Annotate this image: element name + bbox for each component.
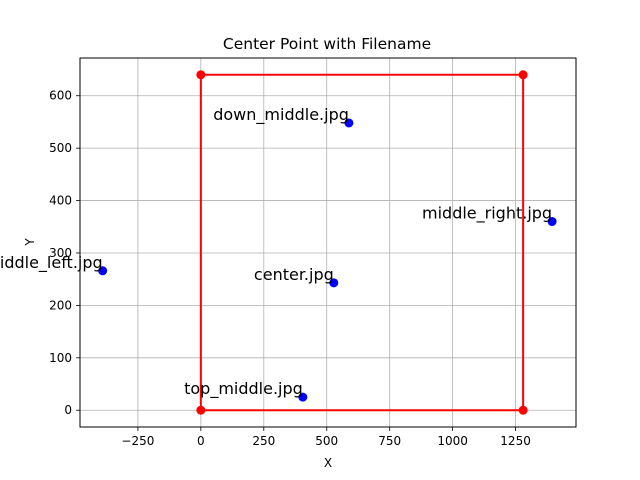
grid bbox=[80, 58, 576, 427]
center-point bbox=[298, 392, 308, 402]
x-tick-label: −250 bbox=[121, 434, 154, 448]
x-tick-label: 500 bbox=[315, 434, 338, 448]
chart-title: Center Point with Filename bbox=[223, 35, 431, 53]
point-label: middle_right.jpg bbox=[422, 204, 552, 224]
y-tick-label: 200 bbox=[49, 298, 72, 312]
y-axis-label: Y bbox=[23, 238, 37, 247]
x-tick-label: 1000 bbox=[437, 434, 468, 448]
center-point bbox=[329, 278, 339, 288]
point-label: center.jpg bbox=[254, 265, 334, 284]
point-label: down_middle.jpg bbox=[213, 105, 349, 125]
center-point bbox=[547, 217, 557, 227]
y-tick-label: 600 bbox=[49, 89, 72, 103]
x-axis-label: X bbox=[324, 456, 332, 470]
rectangle-outline bbox=[199, 73, 525, 412]
y-tick-label: 500 bbox=[49, 141, 72, 155]
x-tick-label: 250 bbox=[252, 434, 275, 448]
y-tick-label: 300 bbox=[49, 246, 72, 260]
center-point bbox=[98, 266, 108, 276]
y-tick-label: 0 bbox=[64, 403, 72, 417]
center-point bbox=[344, 118, 354, 128]
rectangle-corner-point bbox=[196, 70, 206, 80]
point-label: middle_left.jpg bbox=[0, 253, 103, 273]
x-tick-label: 1250 bbox=[500, 434, 531, 448]
rectangle-corner-point bbox=[196, 405, 206, 415]
x-tick-label: 750 bbox=[378, 434, 401, 448]
rectangle-corner-point bbox=[518, 405, 528, 415]
x-tick-label: 0 bbox=[197, 434, 205, 448]
axes-ticks: −250 0 250 500 750 1000 1250 0 100 200 300 400 500 60… bbox=[49, 89, 531, 448]
rectangle-corner-point bbox=[518, 70, 528, 80]
plot-area: down_middle.jpg middle_right.jpg middle_le… bbox=[0, 70, 557, 415]
point-label: top_middle.jpg bbox=[184, 379, 303, 399]
y-tick-label: 400 bbox=[49, 194, 72, 208]
plot-frame bbox=[79, 57, 577, 428]
y-tick-label: 100 bbox=[49, 351, 72, 365]
